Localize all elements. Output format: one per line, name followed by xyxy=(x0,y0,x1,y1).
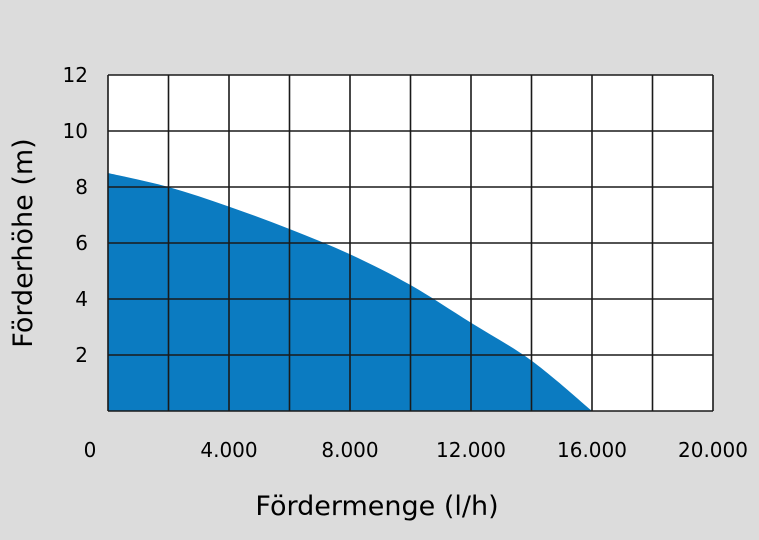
x-tick-label: 16.000 xyxy=(557,438,627,462)
y-axis-label: Förderhöhe (m) xyxy=(8,138,39,347)
x-axis-label: Fördermenge (l/h) xyxy=(255,491,498,522)
y-tick-label: 8 xyxy=(75,175,88,199)
x-tick-label: 12.000 xyxy=(436,438,506,462)
x-tick-label: 0 xyxy=(84,438,97,462)
y-tick-label: 6 xyxy=(75,231,88,255)
y-tick-label: 12 xyxy=(63,63,88,87)
x-tick-label: 20.000 xyxy=(678,438,748,462)
y-tick-label: 4 xyxy=(75,287,88,311)
y-tick-label: 2 xyxy=(75,343,88,367)
grid xyxy=(107,74,714,412)
x-tick-label: 4.000 xyxy=(200,438,257,462)
x-tick-label: 8.000 xyxy=(321,438,378,462)
y-tick-label: 10 xyxy=(63,119,88,143)
